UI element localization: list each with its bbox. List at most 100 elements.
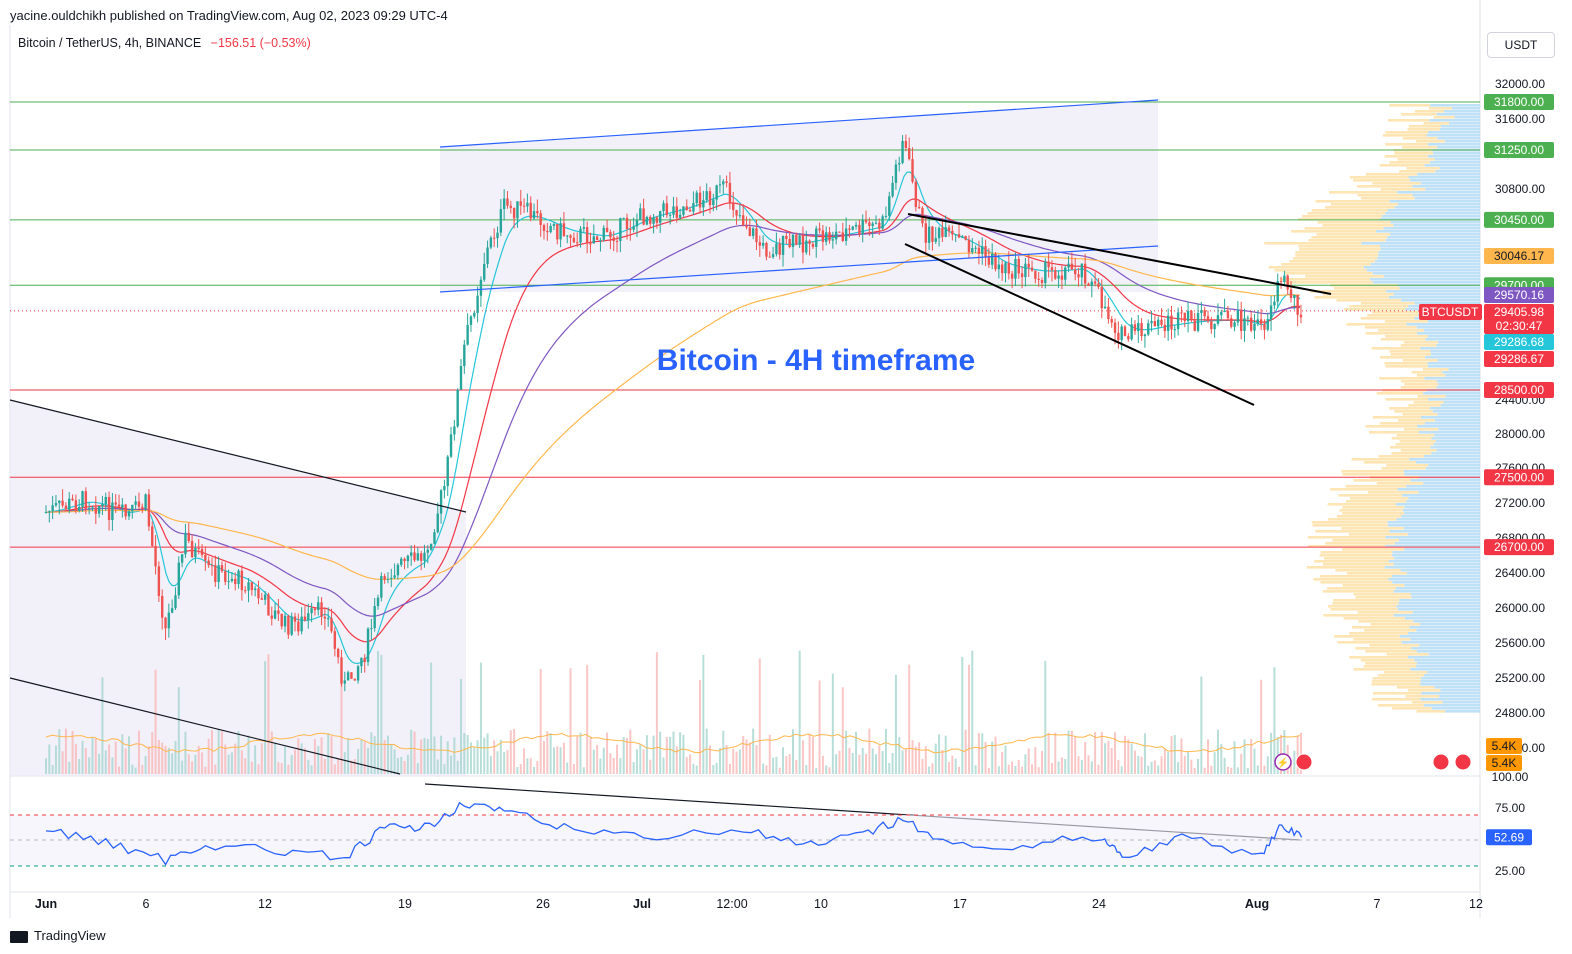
volume-bar [194, 754, 197, 774]
volume-bar [320, 737, 323, 774]
publisher-line: yacine.ouldchikh published on TradingVie… [10, 8, 448, 23]
volume-bar [855, 731, 858, 774]
symbol-name[interactable]: Bitcoin / TetherUS, 4h, BINANCE [18, 36, 202, 50]
volume-bar [1050, 763, 1053, 774]
profile-bar-buy [1433, 443, 1480, 446]
profile-bar-sell [1413, 401, 1444, 404]
candle-body [502, 198, 506, 210]
profile-bar-buy [1413, 620, 1480, 623]
volume-bar [1137, 755, 1140, 774]
profile-bar-sell [1339, 509, 1403, 512]
volume-bar [416, 763, 419, 774]
candle-body [1077, 274, 1080, 278]
volume-bar [277, 762, 280, 774]
profile-bar-sell [1400, 344, 1437, 347]
volume-bar [748, 742, 751, 774]
volume-bar [337, 758, 340, 774]
candle-body [323, 616, 327, 619]
candle-body [1259, 319, 1263, 324]
profile-bar-buy [1448, 368, 1480, 371]
price-tick-label: 24800.00 [1495, 706, 1545, 720]
candle-body [914, 181, 918, 207]
candle-body [536, 211, 539, 214]
candle-body [526, 202, 529, 207]
currency-button[interactable]: USDT [1487, 32, 1555, 58]
candle-body [529, 202, 532, 219]
profile-bar-buy [1363, 266, 1480, 269]
candle-body [1080, 263, 1084, 278]
candle-body [1243, 318, 1246, 331]
event-icons[interactable]: ⚡ [1274, 753, 1472, 771]
candle-body [1213, 323, 1216, 330]
profile-bar-sell [1312, 524, 1388, 527]
profile-bar-sell [1411, 701, 1443, 704]
candle-body [1246, 317, 1250, 319]
profile-bar-sell [1402, 413, 1438, 416]
candle-body [453, 426, 456, 435]
profile-bar-buy [1397, 203, 1480, 206]
candle-body [552, 224, 556, 226]
volume-bar [576, 736, 579, 774]
volume-bar [635, 749, 638, 774]
profile-bar-buy [1428, 131, 1480, 134]
rsi-tick-label: 75.00 [1495, 801, 1525, 815]
profile-bar-sell [1336, 515, 1402, 518]
profile-bar-sell [1342, 584, 1405, 587]
profile-bar-buy [1439, 167, 1480, 170]
price-tag-label: 29286.67 [1494, 352, 1544, 366]
profile-bar-sell [1353, 638, 1411, 641]
profile-bar-buy [1442, 371, 1480, 374]
volume-bar [894, 674, 897, 774]
volume-bar [529, 758, 532, 774]
candle-body [1097, 283, 1100, 287]
volume-bar [280, 763, 283, 774]
volume-bar [556, 746, 559, 774]
volume-bar [144, 755, 147, 774]
time-axis[interactable]: Jun 6 12 19 26 Jul 12:00 10 17 24 Aug 7 12 [35, 897, 1483, 911]
candle-body [406, 555, 410, 562]
candle-body [1004, 262, 1007, 274]
profile-bar-sell [1268, 266, 1364, 269]
volume-bar [914, 746, 917, 774]
volume-bar [1243, 739, 1246, 774]
candle-body [293, 616, 297, 622]
candle-body [984, 246, 987, 257]
profile-bar-buy [1403, 470, 1480, 473]
price-tags: 31800.0031250.0030450.0029700.0028500.00… [1419, 94, 1554, 846]
volume-bar [436, 759, 439, 774]
volume-bar [738, 749, 741, 774]
candle-body [237, 570, 240, 585]
profile-bar-buy [1416, 461, 1480, 464]
level-tag-label: 26700.00 [1494, 540, 1544, 554]
profile-bar-sell [1400, 386, 1437, 389]
tradingview-logo-icon [10, 930, 28, 943]
candle-body [848, 228, 851, 230]
volume-bar [562, 742, 565, 774]
candle-body [1180, 312, 1183, 314]
profile-bar-sell [1399, 170, 1436, 173]
candle-body [227, 581, 230, 583]
tradingview-footer[interactable]: TradingView [10, 928, 106, 943]
volume-bar [450, 755, 453, 774]
profile-bar-sell [1307, 212, 1386, 215]
profile-bar-buy [1406, 572, 1480, 575]
candle-body [247, 582, 250, 591]
volume-bar [1296, 735, 1299, 774]
volume-bar [1124, 735, 1126, 774]
volume-bar [599, 758, 602, 774]
profile-bar-buy [1393, 224, 1480, 227]
volume-bar [167, 747, 170, 774]
candle-body [1047, 261, 1050, 268]
profile-bar-sell [1305, 275, 1384, 278]
profile-bar-buy [1417, 173, 1480, 176]
candle-body [194, 548, 197, 558]
profile-bar-buy [1437, 146, 1480, 149]
volume-bar [725, 744, 728, 774]
volume-bar [569, 668, 572, 774]
profile-bar-sell [1308, 536, 1386, 539]
profile-bar-sell [1401, 113, 1437, 116]
profile-bar-sell [1416, 710, 1446, 713]
profile-bar-buy [1416, 650, 1480, 653]
candle-body [157, 566, 161, 596]
